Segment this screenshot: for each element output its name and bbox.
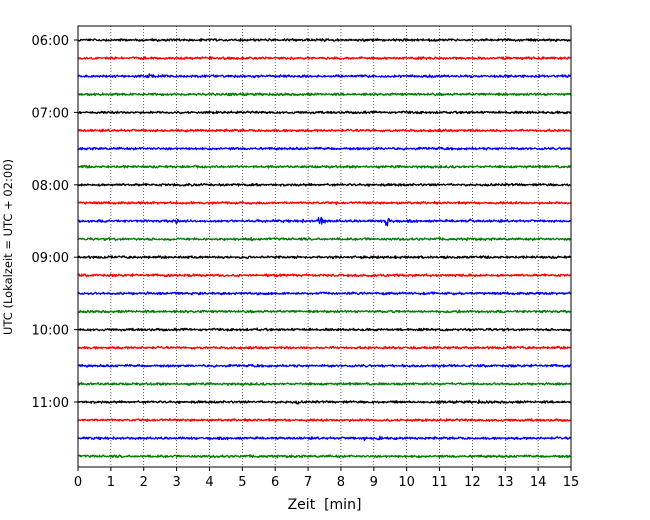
y-tick-label: 11:00 [32, 396, 69, 411]
trace-1000 [77, 327, 572, 332]
x-tick-label: 1 [107, 475, 115, 490]
trace-0730 [77, 146, 572, 151]
trace-1130 [77, 435, 572, 442]
trace-1015 [77, 345, 572, 350]
trace-0815 [77, 200, 572, 205]
trace-0930 [77, 291, 572, 296]
y-tick-label: 06:00 [32, 34, 69, 49]
trace-lines [77, 37, 572, 459]
y-axis-title: UTC (Lokalzeit = UTC + 02:00) [1, 159, 15, 335]
x-tick-label: 4 [205, 475, 213, 490]
x-tick-label: 12 [464, 475, 481, 490]
x-tick-label: 0 [74, 475, 82, 490]
x-tick-label: 7 [304, 475, 312, 490]
x-tick-label: 5 [238, 475, 246, 490]
trace-0745 [77, 164, 572, 169]
trace-0715 [77, 128, 572, 133]
x-tick-label: 2 [140, 475, 148, 490]
x-tick-label: 6 [271, 475, 279, 490]
trace-0600 [77, 37, 572, 42]
x-ticks: 0 1 2 3 4 5 6 7 8 9 10 11 12 13 14 15 [74, 467, 579, 490]
trace-0700 [77, 110, 572, 115]
plot-frame [77, 25, 572, 468]
x-tick-label: 11 [431, 475, 448, 490]
x-tick-label: 9 [370, 475, 378, 490]
y-tick-label: 07:00 [32, 106, 69, 121]
trace-0915 [77, 273, 572, 278]
trace-1115 [77, 418, 572, 423]
x-axis-title: Zeit [min] [288, 497, 362, 513]
trace-0645 [77, 92, 572, 97]
y-tick-label: 10:00 [32, 324, 69, 339]
trace-0845 [77, 236, 572, 242]
x-tick-label: 14 [530, 475, 547, 490]
x-tick-label: 10 [398, 475, 415, 490]
trace-0630 [77, 73, 572, 79]
x-tick-label: 13 [497, 475, 514, 490]
trace-0830 [77, 216, 572, 227]
y-ticks: 06:00 07:00 08:00 09:00 10:00 11:00 [32, 34, 78, 411]
trace-0800 [77, 182, 572, 187]
x-tick-label: 15 [563, 475, 580, 490]
trace-1100 [77, 399, 572, 405]
trace-1045 [77, 381, 572, 386]
trace-0945 [77, 309, 572, 314]
trace-0615 [77, 56, 572, 61]
x-tick-label: 8 [337, 475, 345, 490]
y-tick-label: 08:00 [32, 179, 69, 194]
trace-1030 [77, 363, 572, 368]
y-tick-label: 09:00 [32, 251, 69, 266]
trace-0900 [77, 255, 572, 260]
trace-1145 [77, 454, 572, 459]
x-tick-label: 3 [172, 475, 180, 490]
